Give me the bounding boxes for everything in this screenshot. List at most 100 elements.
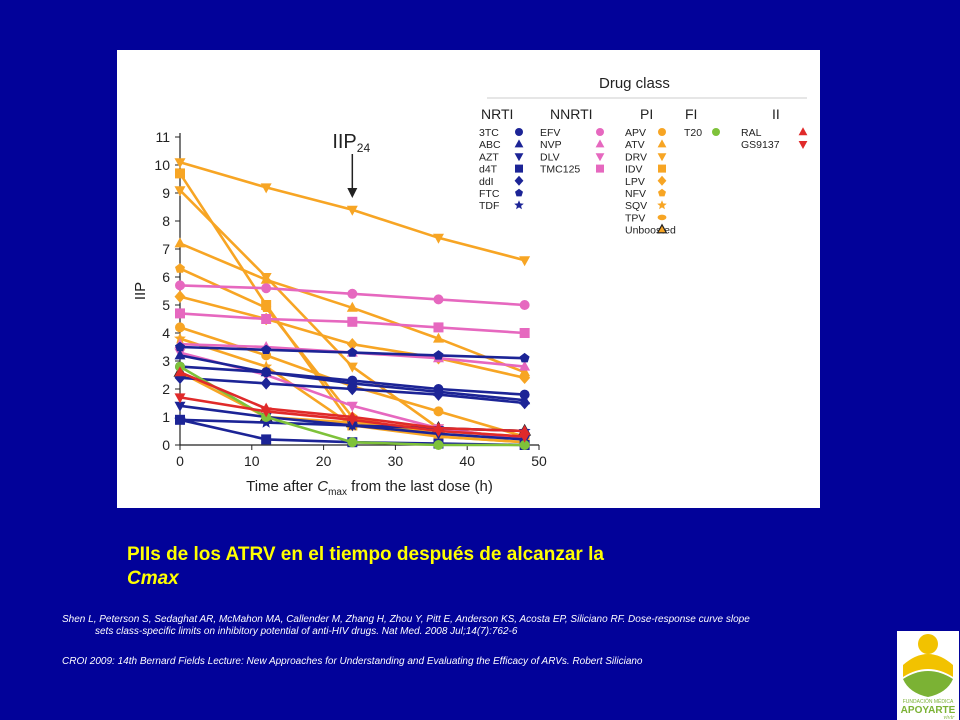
data-point-nrti [347, 347, 358, 357]
legend-marker-3tc [515, 128, 523, 136]
legend-label-tpv: TPV [625, 212, 645, 224]
data-point-nrti [261, 367, 272, 378]
legend-class-pi: PI [640, 106, 653, 122]
reference-croi: CROI 2009: 14th Bernard Fields Lecture: … [62, 656, 643, 667]
y-tick-label: 5 [162, 297, 170, 313]
y-axis-label: IIP [132, 282, 149, 300]
legend-marker-t20 [712, 128, 720, 136]
legend-marker-efv [596, 128, 604, 136]
data-point-pi [519, 256, 531, 267]
y-tick-label: 6 [162, 269, 170, 285]
legend-label-3tc: 3TC [479, 127, 499, 139]
data-point-nrti [519, 352, 530, 363]
data-point-nrti [260, 416, 273, 428]
legend-label-atv: ATV [625, 139, 645, 151]
data-point-nrti [347, 375, 358, 386]
data-point-nrti [519, 396, 531, 410]
data-point-fi [347, 437, 358, 448]
apoyarte-logo-graphic: FUNDACIÓN MÉDICA APOYARTE vivir [901, 634, 956, 720]
data-point-nnrti [347, 316, 358, 327]
data-point-pi [175, 263, 185, 273]
iip-chart: 0 1 2 3 4 5 6 7 8 9 10 11 0 10 20 30 40 50 IIP Time after C… [132, 75, 808, 498]
data-point-ii [174, 393, 186, 404]
data-point-pi [174, 290, 186, 303]
data-point-pi [174, 186, 186, 197]
legend-marker-tdf [514, 200, 524, 210]
data-point-nrti [346, 382, 358, 396]
caption-line-1: PIIs de los ATRV en el tiempo después de… [127, 544, 604, 565]
legend-marker-ftc [515, 188, 523, 197]
data-point-pi [346, 362, 358, 373]
data-point-fi [519, 440, 530, 450]
data-point-nrti [175, 341, 185, 352]
data-point-pi [346, 205, 358, 216]
data-point-nnrti [519, 300, 530, 310]
data-point-pi [175, 168, 185, 179]
legend-label-sqv: SQV [625, 200, 647, 212]
data-point-nrti [433, 350, 444, 360]
legend-marker-apv [658, 128, 666, 136]
data-point-nrti [174, 349, 186, 360]
slide-caption: PIIs de los ATRV en el tiempo después de… [127, 543, 827, 591]
data-point-nrti [432, 388, 444, 401]
data-point-ii [519, 425, 531, 435]
data-point-nrti [519, 389, 530, 400]
legend-marker-tmc125 [596, 164, 604, 173]
data-point-ii [432, 427, 444, 437]
legend-class-nnrti: NNRTI [550, 106, 593, 122]
legend-label-nfv: NFV [625, 188, 646, 200]
legend-label-ddi: ddI [479, 176, 494, 188]
data-point-nnrti [261, 283, 272, 294]
data-point-pi [346, 301, 358, 312]
legend-label-nvp: NVP [540, 139, 562, 151]
legend-label-efv: EFV [540, 127, 560, 139]
data-point-ii [519, 432, 531, 443]
y-tick-label: 8 [162, 213, 170, 229]
legend-label-dlv: DLV [540, 151, 560, 163]
data-point-pi [432, 233, 444, 244]
y-tick-label: 11 [155, 129, 170, 145]
data-point-pi [260, 273, 272, 284]
annotation-arrow-head [347, 188, 358, 198]
legend-marker-abc [514, 139, 524, 148]
data-point-nnrti [175, 308, 185, 319]
legend-title: Drug class [599, 75, 670, 92]
logo-text-1: FUNDACIÓN MÉDICA [903, 698, 954, 705]
legend-marker-azt [514, 153, 524, 162]
legend-class-nrti: NRTI [481, 106, 513, 122]
x-tick-label: 50 [531, 453, 547, 469]
legend-marker-tpv [657, 214, 667, 221]
data-point-nnrti [433, 322, 444, 333]
caption-line-2: Cmax [127, 568, 179, 589]
legend-marker-dlv [595, 153, 605, 162]
data-point-ii [260, 407, 272, 418]
legend-class-ii: II [772, 106, 780, 122]
data-point-pi [346, 337, 358, 351]
data-point-pi [175, 322, 185, 333]
legend-marker-nfv [658, 188, 666, 197]
data-point-nnrti [175, 280, 185, 291]
legend-marker-nvp [595, 139, 605, 148]
data-point-nrti [175, 414, 185, 425]
legend-label-ftc: FTC [479, 188, 500, 200]
legend-marker-d4t [515, 164, 523, 173]
legend-marker-drv [657, 153, 667, 162]
x-axis-label: Time after Cmax from the last dose (h) [246, 478, 493, 498]
legend-label-drv: DRV [625, 151, 647, 163]
data-point-pi [174, 332, 186, 344]
legend-label-tmc125: TMC125 [540, 164, 580, 176]
data-point-pi [432, 332, 444, 343]
annotation-label: IIP24 [332, 131, 370, 155]
legend-marker-atv [657, 139, 667, 148]
x-tick-label: 10 [244, 453, 260, 469]
reference-shen-line-1: Shen L, Peterson S, Sedaghat AR, McMahon… [62, 614, 750, 625]
y-tick-label: 1 [162, 409, 170, 425]
legend-label-ral: RAL [741, 127, 762, 139]
reference-shen: Shen L, Peterson S, Sedaghat AR, McMahon… [62, 614, 902, 638]
legend-marker-ral [798, 127, 808, 136]
data-point-nnrti [261, 314, 272, 324]
legend-label-apv: APV [625, 127, 646, 139]
data-point-fi [433, 440, 444, 450]
data-point-nrti [174, 401, 186, 412]
data-point-nnrti [519, 360, 531, 371]
